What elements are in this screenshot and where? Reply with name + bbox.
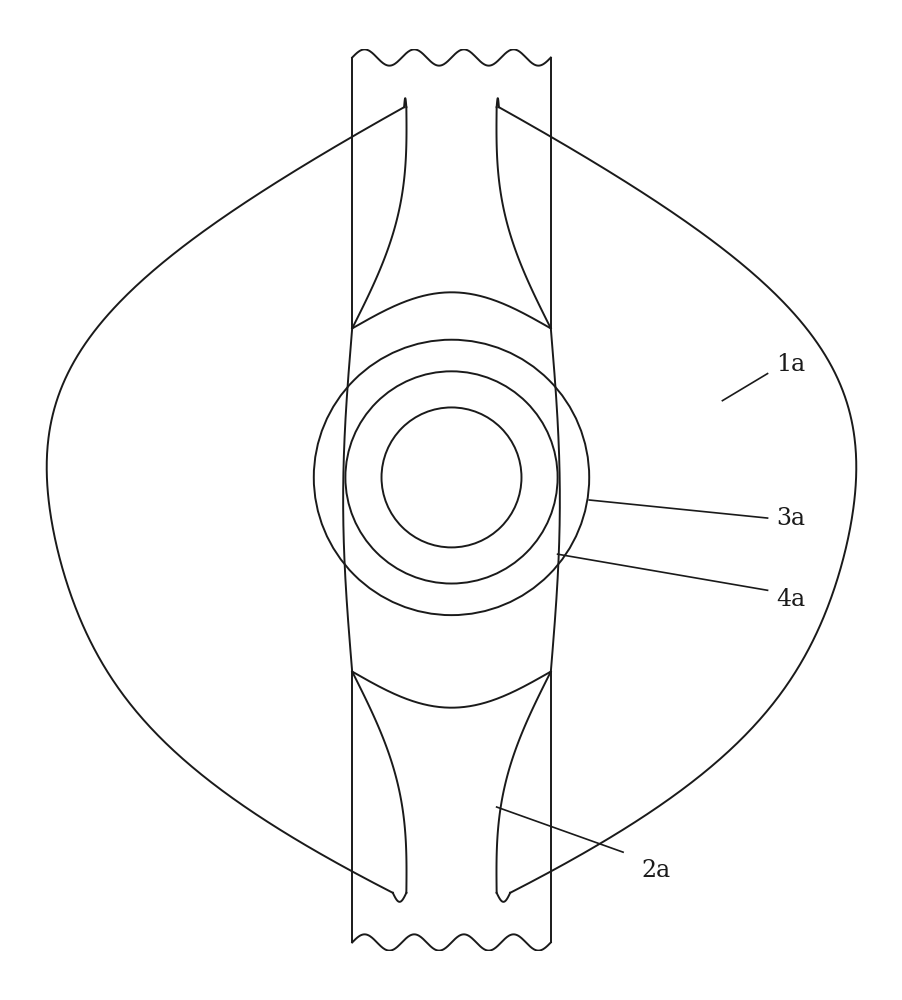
Text: 4a: 4a xyxy=(776,588,805,611)
Text: 2a: 2a xyxy=(640,859,669,882)
Text: 1a: 1a xyxy=(776,353,805,376)
Text: 3a: 3a xyxy=(776,507,805,530)
